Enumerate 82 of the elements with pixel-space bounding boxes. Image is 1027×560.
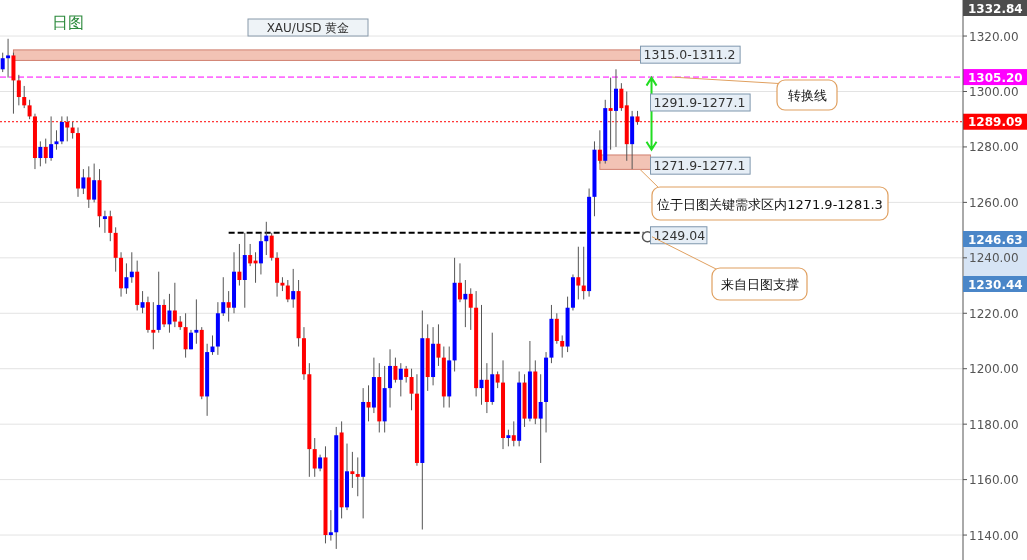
y-tick-label: 1160.00 [969,473,1019,488]
candlestick [614,68,618,148]
candlestick [237,243,242,287]
candlestick [59,115,64,145]
annotation: 1291.9-1277.1 [653,95,746,110]
candlestick [388,348,393,409]
candlestick [484,362,489,414]
candlestick [81,168,86,195]
candlestick [54,129,59,151]
y-tick-label: 1260.00 [969,195,1019,210]
y-tick-label: 1280.00 [969,140,1019,155]
candlestick [194,298,199,345]
y-tick-label: 1240.00 [969,251,1019,266]
band-label: 1315.0-1311.2 [643,47,736,63]
candlestick [92,163,97,203]
text: 1230.44 [968,277,1023,292]
candlestick [393,357,398,384]
candlestick [172,282,177,328]
candlestick [226,290,231,323]
candlestick [457,262,462,303]
candlestick [22,85,27,109]
ref-line-label: 1249.04 [653,227,706,243]
candlestick [597,129,602,165]
candlestick [366,384,371,422]
ref-line-label: 1289.09 [968,115,1023,130]
y-tick-label: 1200.00 [969,362,1019,377]
annotation: 来自日图支撑 [720,277,799,292]
candlestick [221,276,226,317]
candlestick [248,243,253,267]
candlestick [463,279,468,328]
candlestick [129,251,134,284]
candlestick [162,298,167,328]
y-tick-label: 1300.00 [969,84,1019,99]
candlestick [102,210,107,234]
candlestick [355,456,360,497]
candlestick [511,420,516,447]
candlestick [258,232,263,275]
candlestick [0,52,5,73]
candlestick [291,268,296,309]
candlestick [124,262,129,295]
candlestick [269,232,274,262]
candlestick [183,312,188,359]
candlestick [108,210,113,242]
y-tick-label: 1320.00 [969,29,1019,44]
candlestick [398,362,403,397]
candlestick [409,368,414,411]
candlestick [285,279,290,303]
candlestick [576,246,581,300]
candlestick [86,165,91,209]
candlestick [49,115,54,162]
candlestick [140,290,145,314]
text: 日图 [52,13,84,32]
candlestick [16,74,21,106]
candlestick [619,82,624,112]
candlestick [350,451,355,489]
candlestick [479,304,484,406]
candlestick [560,334,565,359]
y-tick-label: 1180.00 [969,417,1019,432]
annotation: 转换线 [787,88,827,103]
candlestick [38,140,43,167]
candlestick [328,509,333,542]
candlestick [167,293,172,334]
candlestick [436,323,441,367]
candlestick [27,99,32,120]
y-tick-label: 1220.00 [969,306,1019,321]
candlestick [468,287,473,331]
text: 1332.84 [968,1,1023,16]
band-label: 1271.9-1277.1 [653,158,746,174]
text: 1246.63 [968,232,1023,247]
candlestick [6,38,11,79]
title: XAU/USD 黄金 [247,18,369,37]
candlestick [581,246,586,300]
candlestick [43,138,48,165]
candlestick [538,373,543,464]
annotation: 位于日图关键需求区内1271.9-1281.3 [657,196,883,212]
candlestick [151,301,156,350]
ref-line-label: 1305.20 [968,70,1023,85]
candlestick [312,437,317,478]
candlestick [554,312,559,345]
y-tick-label: 1140.00 [969,528,1019,543]
candlestick [264,221,269,256]
candlestick [210,334,215,356]
